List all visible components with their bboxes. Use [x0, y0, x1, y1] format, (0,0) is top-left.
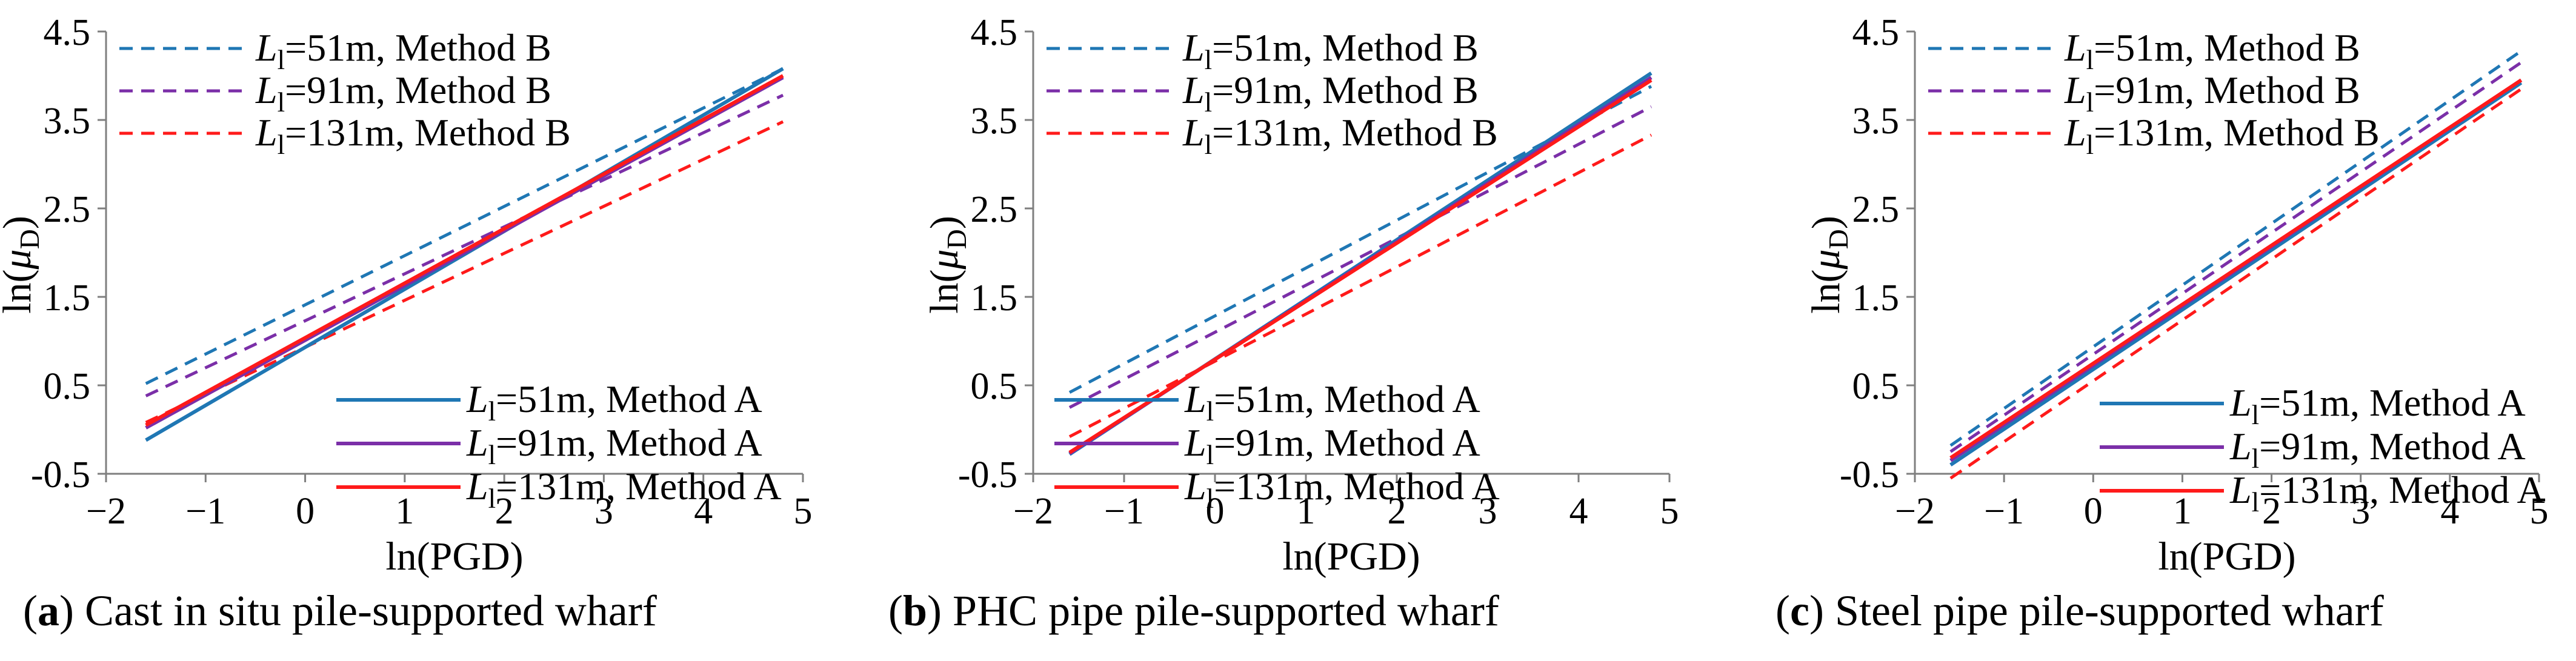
x-tick-label: 3	[1479, 491, 1497, 532]
x-tick-label: 2	[2262, 491, 2281, 532]
legend-label-method-b: Ll=51m, Method B	[255, 26, 551, 75]
x-tick-label: 0	[1206, 491, 1225, 532]
caption-c: (c) Steel pipe pile-supported wharf	[1776, 586, 2384, 635]
series-line-method-a-l51	[1949, 81, 2523, 467]
legend-label-method-a: Ll=51m, Method A	[1184, 377, 1480, 427]
y-tick-label: -0.5	[1840, 454, 1899, 496]
legend-label-method-b: Ll=131m, Method B	[1182, 111, 1498, 160]
x-tick-label: −1	[185, 491, 225, 532]
x-tick-label: −1	[1984, 491, 2024, 532]
legend-label-method-a: Ll=91m, Method A	[1184, 421, 1480, 470]
y-tick-label: 3.5	[44, 101, 91, 142]
series-line-method-b-l51	[145, 67, 784, 385]
x-tick-label: −2	[1895, 491, 1935, 532]
series-line-method-a-l131	[1068, 78, 1652, 454]
x-tick-label: 0	[2084, 491, 2103, 532]
legend-label-method-a: Ll=131m, Method A	[466, 465, 782, 514]
caption-b: (b) PHC pipe pile-supported wharf	[888, 586, 1499, 635]
y-tick-label: 1.5	[971, 277, 1018, 319]
series-line-method-a-l131	[1949, 78, 2523, 460]
y-tick-label: 3.5	[1852, 101, 1900, 142]
y-tick-label: 2.5	[1852, 189, 1900, 230]
x-tick-label: 1	[395, 491, 414, 532]
y-axis-label: ln(μD)	[1804, 216, 1854, 314]
x-tick-label: 3	[594, 491, 613, 532]
y-tick-label: 0.5	[971, 366, 1018, 407]
x-axis-label: ln(PGD)	[1282, 534, 1420, 579]
panel-a: -0.5 0.5 1.5 2.5 3.5 4.5 −2 −1 0 1 2 3 4 5 ln(PGD) ln(μ…	[0, 12, 813, 579]
legend-label-method-b: Ll=91m, Method B	[2064, 68, 2360, 118]
legend-label-method-b: Ll=131m, Method B	[2064, 111, 2380, 160]
y-tick-label: 1.5	[44, 277, 91, 319]
legend-label-method-b: Ll=131m, Method B	[255, 111, 571, 160]
series-line-method-b-l131	[145, 120, 784, 424]
x-tick-label: 4	[694, 491, 713, 532]
y-tick-label: 4.5	[971, 12, 1018, 53]
x-tick-label: 2	[495, 491, 514, 532]
legend-label-method-b: Ll=51m, Method B	[1182, 26, 1479, 75]
x-tick-label: 2	[1388, 491, 1406, 532]
series-line-method-b-l51	[1949, 50, 2522, 447]
y-tick-label: 4.5	[1852, 12, 1900, 53]
panel-b: -0.5 0.5 1.5 2.5 3.5 4.5 −2 −1 0 1 2 3 4 5 ln(PGD) ln(μ…	[922, 12, 1679, 579]
x-tick-label: 3	[2351, 491, 2370, 532]
y-tick-label: 1.5	[1852, 277, 1900, 319]
x-tick-label: 5	[1660, 491, 1679, 532]
chart-canvas: -0.5 0.5 1.5 2.5 3.5 4.5 −2 −1 0 1 2 3 4 5 ln(PGD) ln(μ…	[0, 12, 2549, 579]
x-tick-label: 4	[2440, 491, 2459, 532]
y-tick-label: -0.5	[958, 454, 1017, 496]
series-line-method-b-l131	[1068, 133, 1652, 438]
series-line-method-b-l131	[1949, 87, 2522, 480]
legend-label-method-a: Ll=131m, Method A	[1184, 465, 1500, 514]
legend-label-method-a: Ll=91m, Method A	[2229, 425, 2526, 474]
x-tick-label: 1	[1297, 491, 1316, 532]
x-tick-label: −1	[1104, 491, 1144, 532]
legend-label-method-b: Ll=51m, Method B	[2064, 26, 2360, 75]
y-tick-label: 2.5	[44, 189, 91, 230]
legend-label-method-b: Ll=91m, Method B	[1182, 68, 1479, 118]
x-tick-label: 0	[296, 491, 315, 532]
series-line-method-a-l131	[145, 74, 784, 427]
y-tick-label: 0.5	[44, 366, 91, 407]
y-axis-label: ln(μD)	[922, 216, 972, 314]
x-tick-label: 4	[1569, 491, 1588, 532]
series-line-method-b-l91	[1068, 105, 1652, 409]
x-tick-label: 5	[2530, 491, 2549, 532]
x-axis-label: ln(PGD)	[385, 534, 523, 579]
legend-label-method-a: Ll=51m, Method A	[2229, 381, 2526, 430]
y-tick-label: 0.5	[1852, 366, 1900, 407]
y-tick-label: -0.5	[31, 454, 90, 496]
x-axis-label: ln(PGD)	[2158, 534, 2295, 579]
legend-label-method-a: Ll=91m, Method A	[466, 421, 762, 470]
y-tick-label: 3.5	[971, 101, 1018, 142]
x-tick-label: 5	[794, 491, 813, 532]
legend-label-method-a: Ll=131m, Method A	[2229, 468, 2545, 517]
x-tick-label: −2	[1013, 491, 1053, 532]
y-tick-label: 2.5	[971, 189, 1018, 230]
legend-label-method-b: Ll=91m, Method B	[255, 68, 551, 118]
x-tick-label: −2	[86, 491, 126, 532]
x-tick-label: 1	[2173, 491, 2192, 532]
series-line-method-b-l91	[1949, 61, 2522, 453]
legend-label-method-a: Ll=51m, Method A	[466, 377, 762, 427]
y-tick-label: 4.5	[44, 12, 91, 53]
series-line-method-b-l91	[145, 93, 784, 397]
caption-a: (a) Cast in situ pile-supported wharf	[23, 586, 657, 635]
y-axis-label: ln(μD)	[0, 216, 45, 314]
panel-c: -0.5 0.5 1.5 2.5 3.5 4.5 −2 −1 0 1 2 3 4 5 ln(PGD) ln(μ…	[1804, 12, 2549, 579]
